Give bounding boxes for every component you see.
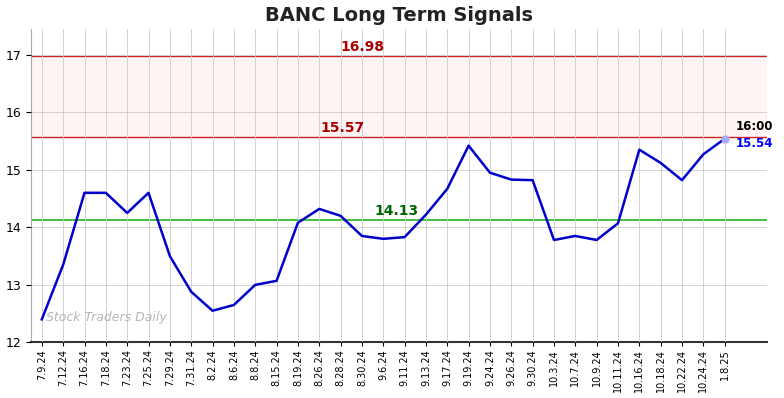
Text: Stock Traders Daily: Stock Traders Daily (46, 310, 167, 324)
Text: 15.54: 15.54 (735, 137, 773, 150)
Text: 14.13: 14.13 (375, 203, 419, 218)
Text: 16:00: 16:00 (735, 119, 773, 133)
Title: BANC Long Term Signals: BANC Long Term Signals (265, 6, 533, 25)
Bar (31, 56, 768, 137)
Text: 15.57: 15.57 (320, 121, 365, 135)
Text: 16.98: 16.98 (341, 40, 385, 54)
